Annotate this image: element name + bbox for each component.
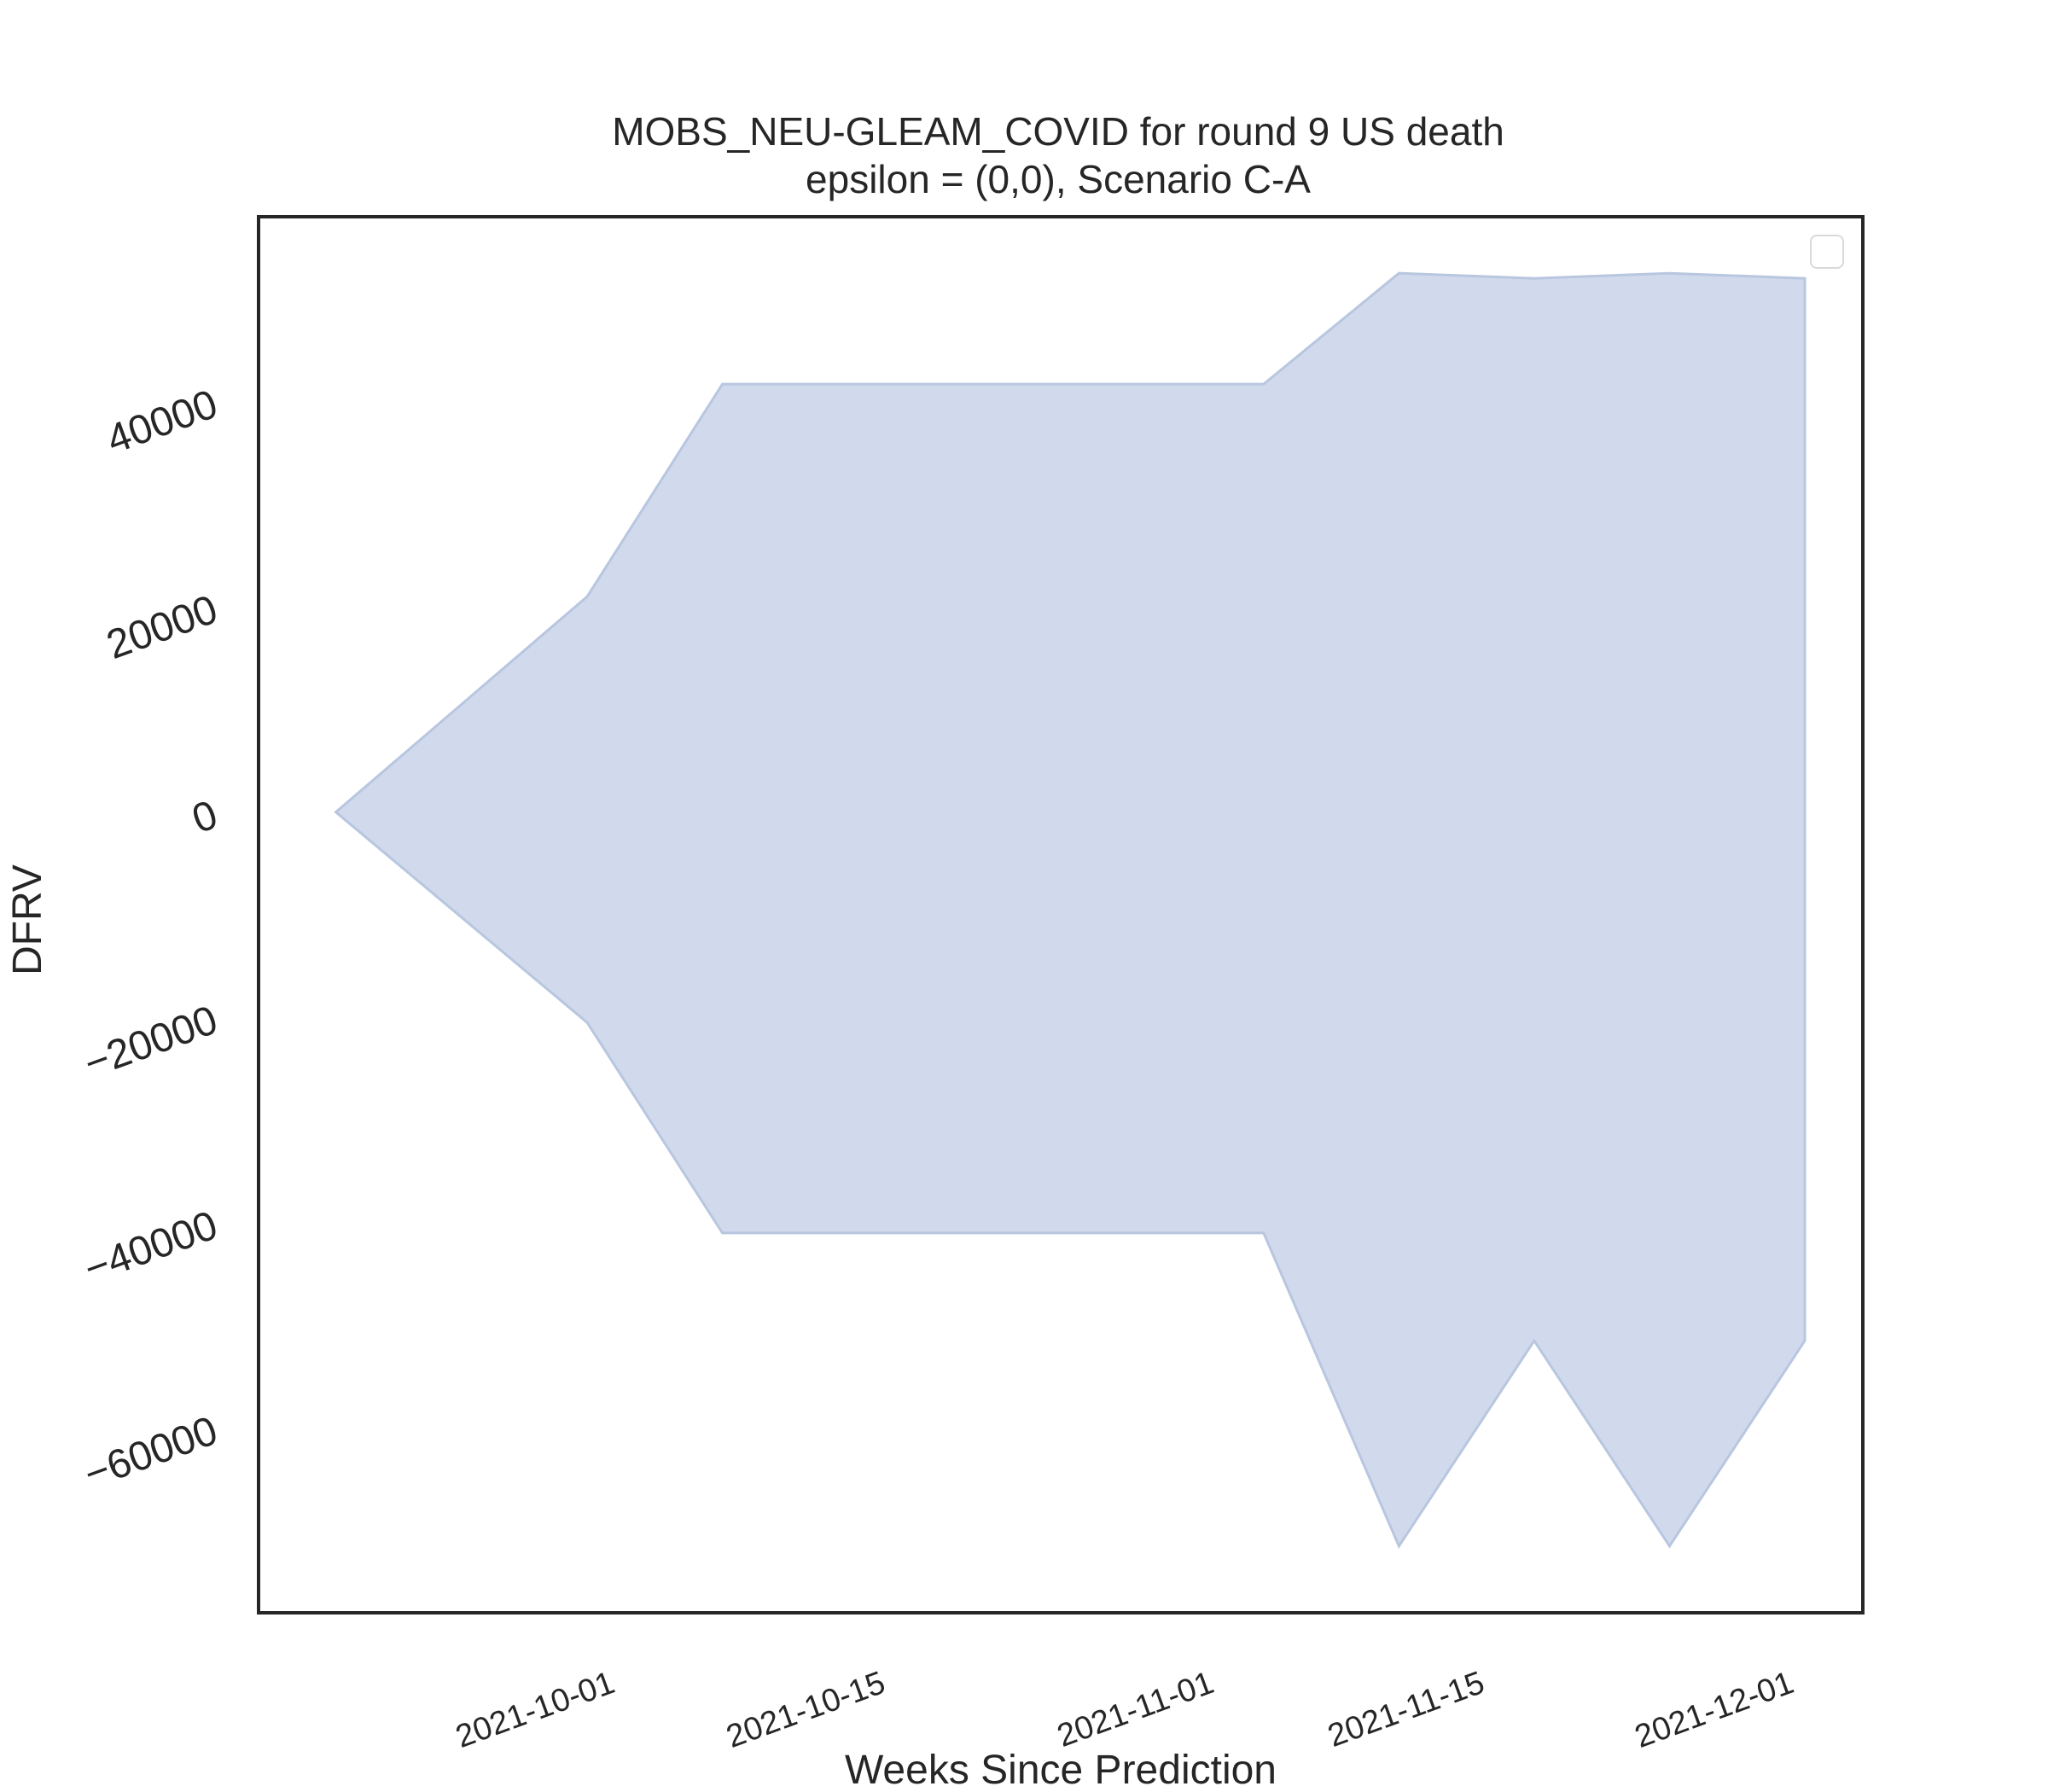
confidence-band-0 [334,271,1807,1549]
chart-subtitle: epsilon = (0,0), Scenario C-A [806,157,1311,201]
x-tick-label-1: 2021-10-15 [722,1665,890,1755]
y-tick-label-2: −20000 [79,998,224,1087]
x-tick-label-0: 2021-10-01 [451,1665,620,1755]
legend-box [1810,235,1844,269]
y-tick-group: −60000 −40000 −20000 0 20000 40000 [79,381,224,1498]
x-tick-label-2: 2021-11-01 [1053,1665,1219,1754]
y-tick-label-3: 0 [187,792,224,842]
confidence-band-group [334,271,1807,1549]
plot-frame [257,215,1865,1615]
x-tick-group: 2021-10-01 2021-10-15 2021-11-01 2021-11-15… [451,1665,1799,1755]
chart-title: MOBS_NEU-GLEAM_COVID for round 9 US deat… [612,109,1504,154]
x-tick-label-4: 2021-12-01 [1630,1665,1798,1755]
x-axis-label: Weeks Since Prediction [845,1748,1277,1792]
x-tick-label-3: 2021-11-15 [1324,1665,1489,1754]
y-tick-label-0: −60000 [79,1408,224,1498]
y-axis-label: DFRV [5,864,50,975]
y-tick-label-4: 20000 [101,587,224,668]
y-tick-label-5: 40000 [101,381,224,463]
y-tick-label-1: −40000 [79,1202,224,1292]
